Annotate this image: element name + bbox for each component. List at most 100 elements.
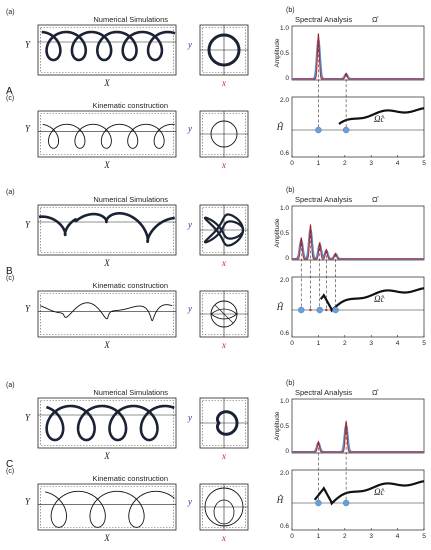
sim-trajectory-box (37, 24, 177, 76)
amplitude-label: Amplitude (274, 38, 281, 67)
amp-tick: 0.5 (280, 230, 289, 237)
x-tick-label: 5 (422, 160, 426, 167)
h-curve (338, 107, 425, 125)
omega-c-label: Ω̂c (374, 294, 385, 304)
kin-orbit-inner (210, 308, 238, 320)
omega-c-label: Ω̂c (374, 114, 385, 124)
kin-orbit-spoke (214, 304, 234, 324)
panel-c-label: (c) (6, 468, 14, 475)
spectrum-kin (292, 420, 424, 453)
x-tick-label: 5 (422, 533, 426, 540)
amp-tick: 0 (285, 255, 289, 262)
amp-tick: 0.5 (280, 50, 289, 57)
panel-a-label: (a) (6, 382, 15, 389)
sim-trajectory (41, 30, 176, 62)
h-tick: 2.0 (280, 277, 289, 284)
omega-c-label: Ω̂c (374, 487, 385, 497)
resonance-marker (342, 126, 350, 134)
x-tick-label: 2 (343, 340, 347, 347)
axis-y-label: y (187, 497, 192, 507)
kin-title: Kinematic construction (93, 474, 168, 483)
spec-omega-symbol: Ω̂ (372, 388, 380, 397)
panel-b-label: (b) (286, 7, 295, 14)
h-axis-label: Ĥ (276, 122, 284, 132)
x-tick-label: 2 (343, 160, 347, 167)
resonance-marker (332, 306, 339, 314)
panel-b-label: (b) (286, 187, 295, 194)
h-axis-label: Ĥ (276, 495, 284, 505)
panel-c-label: (c) (6, 95, 14, 102)
kin-trajectory-box-inner (40, 293, 174, 335)
kin-trajectory-box-inner (40, 486, 174, 528)
h-tick: 0.6 (280, 150, 289, 157)
panel-a-label: (a) (6, 9, 15, 16)
sim-trajectory (38, 212, 176, 244)
spec-title: Spectral Analysis (295, 195, 352, 204)
h-tick: 2.0 (280, 97, 289, 104)
axis-Y-label: Y (25, 304, 31, 314)
amplitude-label: Amplitude (274, 218, 281, 247)
amplitude-label: Amplitude (274, 411, 281, 440)
panel-c-label: (c) (6, 275, 14, 282)
kin-trajectory-box (37, 290, 177, 338)
axis-X-label: X (103, 160, 110, 170)
axis-Y-label: Y (25, 220, 31, 230)
kin-trajectory-box (37, 110, 177, 158)
sim-trajectory-box-inner (40, 207, 174, 253)
axis-y-label: y (187, 413, 192, 423)
axis-y-label: y (187, 124, 192, 134)
sim-trajectory-box (37, 397, 177, 449)
axis-x-label: x (221, 78, 226, 88)
x-tick-label: 1 (317, 340, 321, 347)
axis-X-label: X (103, 533, 110, 543)
spec-omega-symbol: Ω̂ (372, 15, 380, 24)
kin-title: Kinematic construction (93, 101, 168, 110)
axis-x-label: x (221, 533, 226, 543)
sim-orbit (215, 410, 239, 436)
section-letter-b: B (6, 266, 13, 277)
x-tick-label: 3 (369, 340, 373, 347)
axis-X-label: X (103, 78, 110, 88)
x-tick-label: 4 (396, 340, 400, 347)
axis-y-label: y (187, 40, 192, 50)
amp-tick: 0.5 (280, 423, 289, 430)
sim-orbit (207, 33, 241, 67)
kin-orbit-inner (213, 499, 235, 525)
panel-a-label: (a) (6, 189, 15, 196)
axis-x-label: x (221, 340, 226, 350)
resonance-marker (315, 126, 322, 134)
kin-orbit (204, 487, 244, 527)
x-tick-label: 4 (396, 160, 400, 167)
section-letter-c: C (6, 459, 13, 470)
h-tick: 0.6 (280, 523, 289, 530)
x-tick-label: 0 (290, 533, 294, 540)
axis-x-label: x (221, 451, 226, 461)
axis-Y-label: Y (25, 124, 31, 134)
section-letter-a: A (6, 86, 13, 97)
kin-trajectory (40, 302, 173, 322)
sim-orbit (203, 213, 245, 247)
spectrum-frame (291, 398, 425, 454)
x-tick-label: 2 (343, 533, 347, 540)
spectrum-sim (292, 422, 424, 454)
spectrum-frame (291, 25, 425, 81)
spectrum-kin (292, 33, 424, 80)
x-tick-label: 4 (396, 533, 400, 540)
axis-Y-label: Y (25, 413, 31, 423)
sim-title: Numerical Simulations (93, 15, 168, 24)
panel-b-label: (b) (286, 380, 295, 387)
h-frame (291, 276, 425, 338)
spectrum-sim (292, 36, 424, 81)
x-tick-label: 0 (290, 340, 294, 347)
sim-title: Numerical Simulations (93, 195, 168, 204)
h-tick: 0.6 (280, 330, 289, 337)
kin-trajectory-box-inner (40, 113, 174, 155)
kin-trajectory-box (37, 483, 177, 531)
h-frame (291, 96, 425, 158)
spec-title: Spectral Analysis (295, 388, 352, 397)
axis-x-label: x (221, 258, 226, 268)
amp-tick: 1.0 (280, 25, 289, 32)
kin-trajectory (42, 123, 175, 149)
kin-orbit (210, 120, 238, 148)
